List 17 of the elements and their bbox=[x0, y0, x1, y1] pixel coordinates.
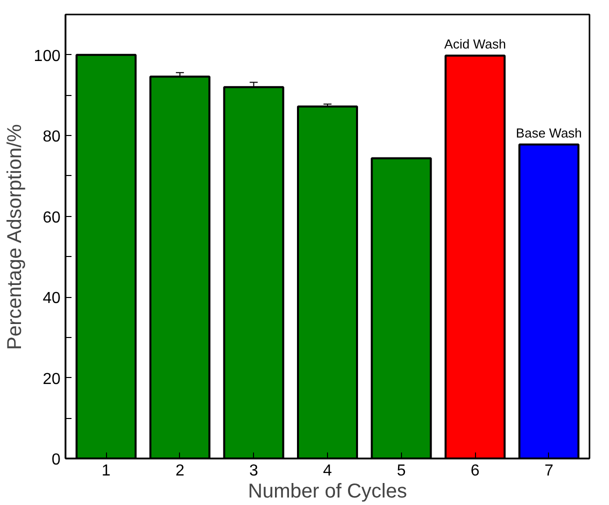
x-tick-label: 5 bbox=[396, 462, 406, 480]
annotation: Base Wash bbox=[516, 125, 582, 140]
y-tick-label: 0 bbox=[52, 452, 61, 468]
y-axis-title: Percentage Adsorption/% bbox=[4, 124, 26, 350]
x-tick-label: 2 bbox=[175, 462, 184, 480]
x-axis-title: Number of Cycles bbox=[248, 480, 407, 502]
y-tick-label: 40 bbox=[42, 290, 61, 308]
annotation: Acid Wash bbox=[444, 36, 506, 52]
x-tick-label: 4 bbox=[323, 462, 332, 480]
y-tick-label: 80 bbox=[42, 128, 61, 146]
x-tick-label: 3 bbox=[249, 462, 258, 480]
x-tick-label: 7 bbox=[544, 462, 554, 480]
y-tick-label: 100 bbox=[34, 48, 61, 65]
x-tick-label: 1 bbox=[102, 462, 111, 480]
x-tick-label: 6 bbox=[470, 462, 480, 480]
y-tick-label: 60 bbox=[42, 209, 61, 226]
y-tick-label: 20 bbox=[42, 370, 61, 388]
